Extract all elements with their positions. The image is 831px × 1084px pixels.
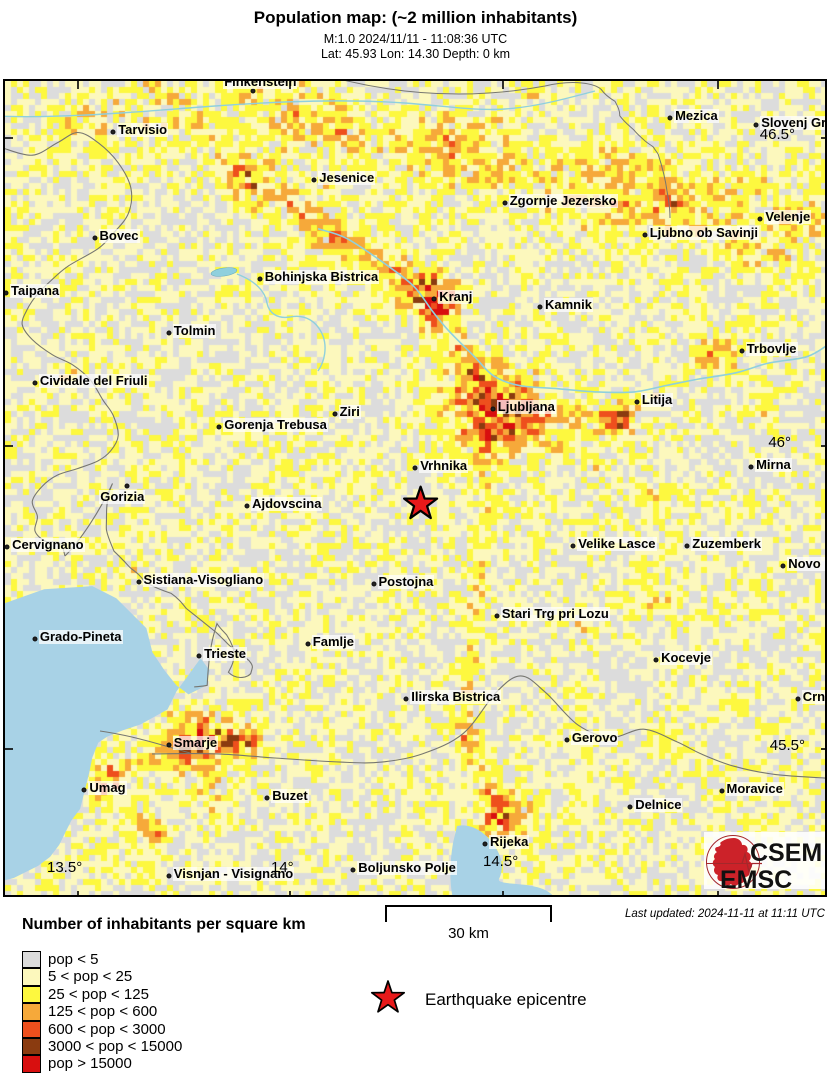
svg-text:EMSC: EMSC	[720, 866, 792, 894]
svg-text:CSEM: CSEM	[750, 839, 822, 867]
